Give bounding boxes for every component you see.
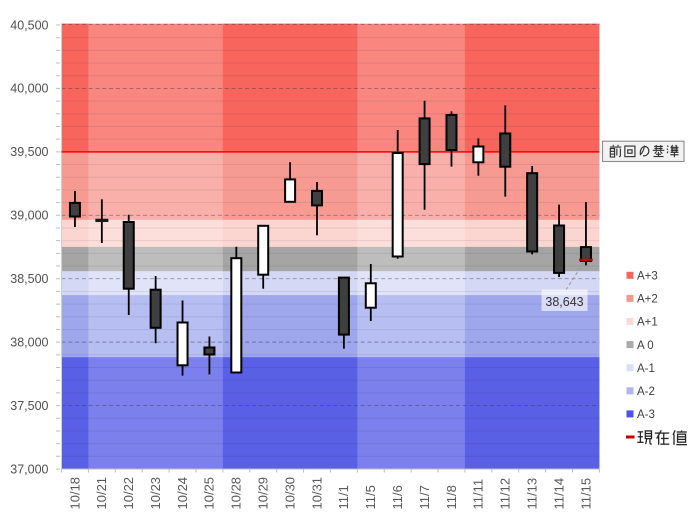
svg-text:10/18: 10/18 — [67, 477, 82, 510]
svg-text:11/5: 11/5 — [363, 485, 378, 509]
svg-text:10/29: 10/29 — [256, 477, 271, 510]
svg-text:11/1: 11/1 — [336, 485, 351, 509]
svg-text:37,500: 37,500 — [10, 399, 48, 413]
svg-text:10/23: 10/23 — [148, 477, 163, 510]
svg-text:A 0: A 0 — [637, 340, 654, 352]
svg-text:A-2: A-2 — [637, 386, 655, 398]
svg-text:10/22: 10/22 — [121, 477, 136, 510]
svg-text:11/14: 11/14 — [551, 478, 566, 510]
svg-text:A-3: A-3 — [637, 409, 655, 421]
svg-text:10/31: 10/31 — [309, 477, 324, 510]
svg-text:11/12: 11/12 — [498, 478, 513, 510]
svg-text:10/25: 10/25 — [202, 477, 217, 510]
svg-text:40,500: 40,500 — [10, 18, 48, 32]
svg-text:11/11: 11/11 — [471, 479, 486, 510]
svg-text:40,000: 40,000 — [10, 82, 48, 96]
svg-text:A-1: A-1 — [637, 363, 655, 375]
svg-text:39,000: 39,000 — [10, 209, 48, 223]
svg-text:11/6: 11/6 — [390, 485, 405, 509]
svg-text:11/13: 11/13 — [524, 478, 539, 510]
svg-text:10/21: 10/21 — [94, 477, 109, 510]
svg-text:A+3: A+3 — [637, 271, 658, 283]
svg-text:A+1: A+1 — [637, 317, 658, 329]
svg-text:11/15: 11/15 — [578, 478, 593, 510]
svg-text:10/30: 10/30 — [282, 477, 297, 510]
svg-text:11/7: 11/7 — [417, 485, 432, 509]
svg-text:38,000: 38,000 — [10, 335, 48, 349]
svg-text:10/28: 10/28 — [229, 477, 244, 510]
svg-text:11/8: 11/8 — [444, 485, 459, 509]
svg-text:38,643: 38,643 — [545, 295, 583, 309]
svg-text:38,500: 38,500 — [10, 272, 48, 286]
svg-text:10/24: 10/24 — [175, 477, 190, 510]
svg-text:37,000: 37,000 — [10, 462, 48, 476]
svg-text:A+2: A+2 — [637, 294, 658, 306]
svg-text:39,500: 39,500 — [10, 145, 48, 159]
